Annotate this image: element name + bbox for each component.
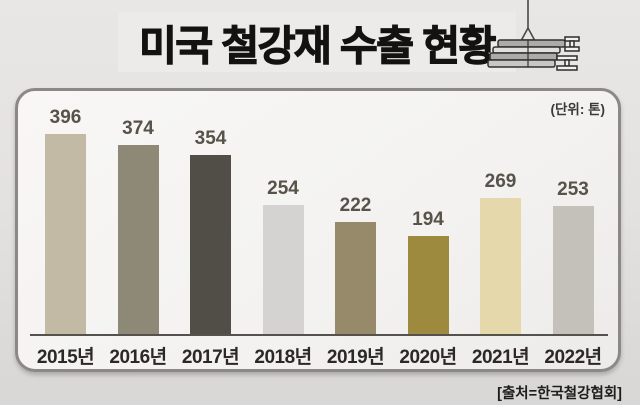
- bar-2017년: [190, 155, 231, 334]
- bar-value-label: 374: [122, 118, 154, 139]
- bar-2019년: [335, 222, 376, 334]
- year-label: 2021년: [471, 347, 530, 368]
- year-label: 2019년: [326, 347, 385, 368]
- bar-2021년: [480, 198, 521, 334]
- year-label: 2015년: [36, 347, 95, 368]
- year-label: 2022년: [544, 347, 602, 368]
- bar-value-label: 354: [194, 128, 227, 149]
- unit-label: (단위: 톤): [550, 102, 606, 117]
- year-label: 2017년: [181, 347, 240, 368]
- bar-value-label: 222: [339, 195, 372, 216]
- bar-value-label: 254: [267, 178, 299, 199]
- year-label: 2016년: [109, 347, 167, 368]
- year-label: 2018년: [254, 347, 312, 368]
- axis-line: [30, 334, 608, 336]
- year-label: 2020년: [399, 347, 457, 368]
- page-title-box: 미국 철강재 수출 현황: [118, 12, 516, 72]
- page-title: 미국 철강재 수출 현황: [139, 22, 497, 69]
- chart-panel: (단위: 톤) 396 2015년 374 2016년 354 2017년 254 2018년…: [15, 88, 621, 372]
- bar-2018년: [262, 205, 304, 334]
- bar-2016년: [117, 145, 159, 334]
- bar-value-label: 194: [412, 209, 444, 230]
- bar-2020년: [407, 236, 449, 334]
- bar-value-label: 269: [484, 171, 517, 192]
- bar-value-label: 396: [49, 107, 82, 128]
- bar-value-label: 253: [557, 179, 589, 200]
- source-label: [출처=한국철강협회]: [497, 386, 622, 402]
- bar-2015년: [45, 134, 86, 334]
- steel-beams-crane-icon: [487, 0, 580, 71]
- plot-area: 396 2015년 374 2016년 354 2017년 254 2018년 222 2019년…: [18, 91, 618, 369]
- bar-2022년: [552, 206, 594, 334]
